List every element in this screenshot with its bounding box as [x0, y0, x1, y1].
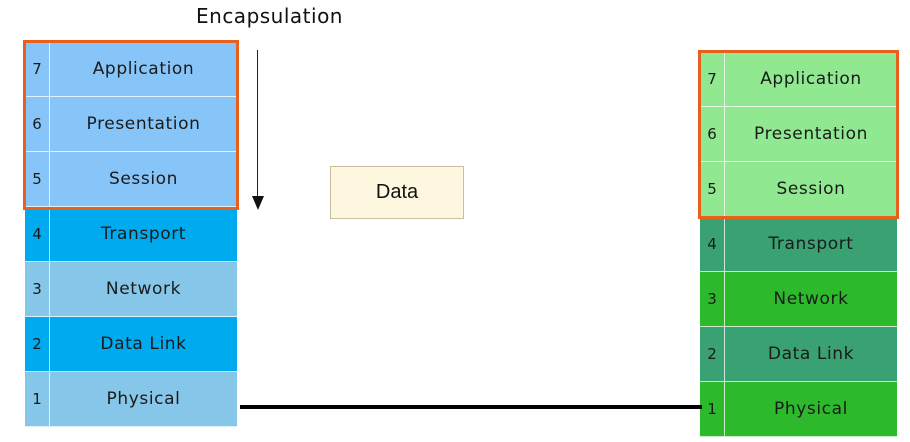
down-arrow-icon [252, 196, 264, 210]
layer-number: 6 [700, 107, 725, 161]
layer-number: 1 [25, 372, 50, 426]
layer-row: 6 Presentation [700, 107, 897, 162]
layer-name: Application [92, 59, 195, 79]
layer-number: 2 [700, 327, 725, 381]
layer-number: 5 [700, 162, 725, 216]
layer-name: Physical [106, 389, 181, 409]
layer-number: 6 [25, 97, 50, 151]
physical-link-line [240, 405, 702, 409]
layer-name: Transport [768, 234, 854, 254]
layer-row: 3 Network [25, 262, 237, 317]
layer-row: 3 Network [700, 272, 897, 327]
layer-number: 7 [700, 52, 725, 106]
layer-name: Session [776, 179, 846, 199]
layer-name: Presentation [86, 114, 201, 134]
layer-name: Physical [774, 399, 848, 419]
layer-row: 7 Application [700, 52, 897, 107]
layer-row: 1 Physical [25, 372, 237, 427]
layer-name: Network [773, 289, 849, 309]
layer-number: 5 [25, 152, 50, 206]
layer-row: 2 Data Link [25, 317, 237, 372]
layer-number: 1 [700, 382, 725, 436]
data-box: Data [330, 166, 464, 219]
layer-row: 4 Transport [25, 207, 237, 262]
layer-row: 2 Data Link [700, 327, 897, 382]
layer-number: 2 [25, 317, 50, 371]
layer-name: Presentation [754, 124, 868, 144]
layer-number: 3 [700, 272, 725, 326]
layer-name: Application [760, 69, 862, 89]
layer-number: 4 [700, 217, 725, 271]
encapsulation-title: Encapsulation [196, 4, 343, 28]
layer-number: 7 [25, 42, 50, 96]
layer-row: 5 Session [700, 162, 897, 217]
left-osi-stack: 7 Application 6 Presentation 5 Session 4 Transp… [25, 42, 237, 427]
layer-name: Data Link [767, 344, 855, 364]
layer-row: 7 Application [25, 42, 237, 97]
layer-name: Network [105, 279, 182, 299]
encapsulation-arrow-line [257, 50, 258, 198]
layer-name: Session [108, 169, 179, 189]
layer-number: 3 [25, 262, 50, 316]
layer-number: 4 [25, 207, 50, 261]
layer-row: 1 Physical [700, 382, 897, 437]
layer-name: Data Link [100, 334, 187, 354]
right-osi-stack: 7 Application 6 Presentation 5 Session 4 Transp… [700, 52, 897, 437]
layer-row: 5 Session [25, 152, 237, 207]
layer-name: Transport [100, 224, 187, 244]
layer-row: 6 Presentation [25, 97, 237, 152]
layer-row: 4 Transport [700, 217, 897, 272]
